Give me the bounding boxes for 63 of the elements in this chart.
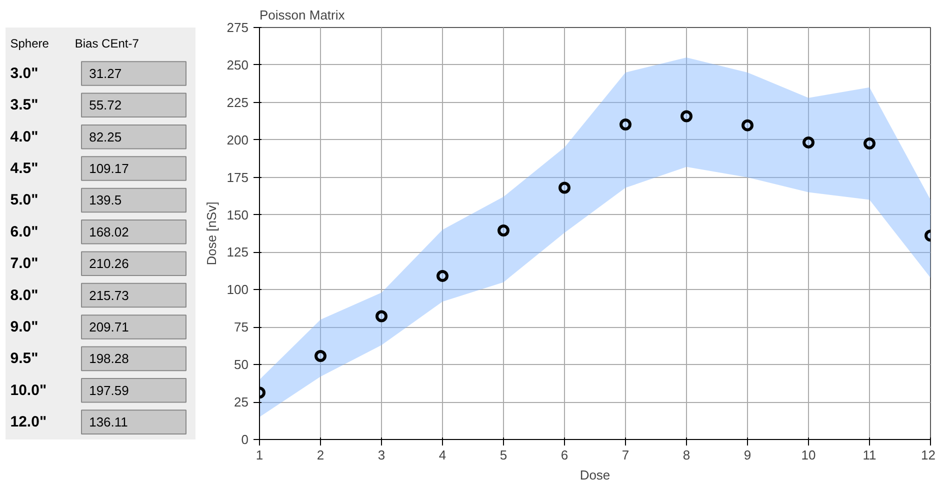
x-tick-label: 11: [862, 448, 876, 462]
data-label: 215.73: [89, 288, 129, 303]
text: Bias CEnt-7: [74, 36, 140, 50]
category-label: 4.0": [10, 128, 38, 146]
data-label: 197.59: [89, 382, 129, 398]
category-label: 8.0": [10, 286, 38, 304]
category-label: 5.0": [10, 192, 38, 209]
point: [498, 224, 510, 236]
category-label: 3.5": [10, 96, 38, 114]
y-tick-label: 275: [226, 20, 249, 35]
data-label: 209.71: [89, 319, 129, 334]
x-tick-label: 4: [438, 448, 446, 462]
y-tick-label: 250: [226, 57, 249, 72]
category-label: 9.5": [10, 350, 38, 368]
point: [376, 310, 388, 322]
category-label: 7.0": [10, 255, 38, 272]
x-tick-label: 10: [801, 448, 816, 462]
x-tick-label: 7: [622, 448, 630, 462]
data-label: 55.72: [89, 98, 122, 113]
x-tick-label: 8: [682, 448, 690, 462]
y-tick-label: 150: [226, 207, 249, 222]
x-tick-label: 12: [921, 448, 936, 462]
point: [680, 110, 692, 122]
data-label: 82.25: [89, 129, 122, 144]
x-tick-label: 2: [316, 448, 324, 462]
y-tick-label: 75: [234, 320, 249, 335]
y-tick-label: 200: [226, 132, 249, 148]
data-label: 210.26: [89, 256, 129, 272]
x-tick-label: 3: [378, 448, 386, 462]
point: [620, 118, 632, 130]
x-tick-label: 1: [256, 448, 264, 462]
point: [314, 350, 326, 362]
y-tick-label: 0: [241, 432, 249, 447]
x-tick-label: 6: [560, 448, 568, 462]
data-label: 198.28: [89, 351, 129, 366]
category-label: 9.0": [10, 318, 38, 336]
x-axis-title: Dose: [580, 468, 610, 482]
data-label: 31.27: [89, 66, 122, 81]
category-label: 3.0": [10, 64, 38, 82]
category-label: 4.5": [10, 160, 38, 178]
text: Sphere: [10, 36, 50, 50]
category-label: 10.0": [10, 382, 47, 399]
point: [742, 119, 754, 132]
y-tick-label: 100: [226, 282, 249, 298]
y-tick-label: 225: [226, 94, 249, 110]
x-tick-label: 9: [744, 448, 752, 462]
y-tick-label: 125: [226, 244, 249, 260]
y-axis-title: Dose [nSv]: [204, 202, 219, 266]
y-tick-label: 25: [234, 394, 249, 410]
point: [864, 137, 876, 150]
y-tick-label: 50: [234, 357, 249, 372]
data-label: 136.11: [89, 414, 128, 430]
data-label: 139.5: [89, 192, 122, 208]
chart-title: Poisson Matrix: [260, 8, 346, 22]
point: [436, 270, 448, 282]
data-label: 168.02: [89, 224, 129, 240]
y-tick-label: 175: [226, 170, 249, 185]
point: [802, 136, 814, 148]
category-label: 12.0": [10, 414, 47, 431]
point: [558, 182, 570, 194]
category-label: 6.0": [10, 223, 38, 240]
data-label: 109.17: [89, 161, 129, 176]
x-tick-label: 5: [500, 448, 508, 462]
